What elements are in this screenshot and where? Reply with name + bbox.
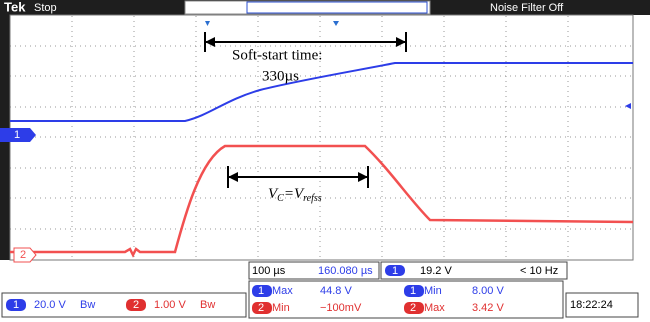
measurement-name: Min	[424, 285, 442, 297]
measurement-channel: 1	[410, 285, 416, 297]
timebase-scale: 100 µs	[252, 265, 286, 277]
noise-filter: Noise Filter Off	[490, 2, 564, 14]
trigger-level: 19.2 V	[420, 265, 452, 277]
channel-bandwidth: Bw	[80, 299, 95, 311]
channel-scale: 1.00 V	[154, 299, 186, 311]
logo: Tek	[4, 0, 26, 14]
trigger-frequency: < 10 Hz	[520, 265, 558, 277]
measurement-name: Max	[272, 285, 293, 297]
measurement-value: 8.00 V	[472, 285, 504, 297]
measurement-value: 44.8 V	[320, 285, 352, 297]
measurement-channel: 1	[258, 285, 264, 297]
channel-number: 2	[133, 299, 139, 311]
run-status: Stop	[34, 2, 57, 14]
measurement-name: Max	[424, 302, 445, 314]
measurement-name: Min	[272, 302, 290, 314]
trigger-channel: 1	[392, 265, 398, 277]
measurement-channel: 2	[410, 302, 416, 314]
channel-number: 1	[13, 299, 19, 311]
clock: 18:22:24	[570, 299, 613, 311]
soft-start-value: 330µs	[262, 68, 299, 84]
ch1-marker-label: 1	[14, 129, 20, 141]
channel-bandwidth: Bw	[200, 299, 215, 311]
measurement-channel: 2	[258, 302, 264, 314]
soft-start-label: Soft-start time:	[232, 47, 322, 63]
record-view	[185, 1, 430, 14]
measurement-value: −100mV	[320, 302, 362, 314]
measurement-value: 3.42 V	[472, 302, 504, 314]
channel-scale: 20.0 V	[34, 299, 66, 311]
timebase-position: 160.080 µs	[318, 265, 373, 277]
ch2-marker-label: 2	[20, 249, 26, 261]
scope-screen: Tek Stop Noise Filter Off 1 2 Soft-start…	[0, 0, 650, 322]
